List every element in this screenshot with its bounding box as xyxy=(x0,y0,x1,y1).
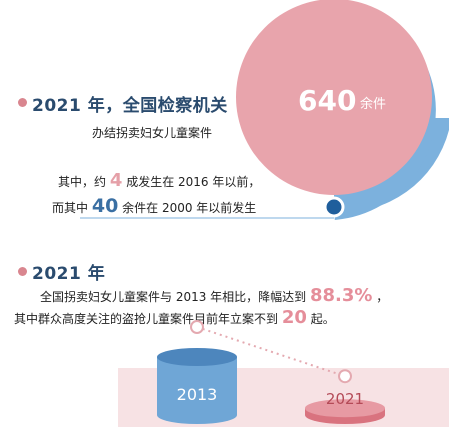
section1-line2: 而其中 40 余件在 2000 年以前发生 xyxy=(52,195,256,217)
cylinder-top-2013 xyxy=(157,348,237,366)
section2-line2-text: 其中群众高度关注的盗抢儿童案件目前年立案不到 xyxy=(14,312,279,326)
section1-line1-suffix: 成发生在 2016 年以前， xyxy=(126,175,261,189)
section1-bullet xyxy=(18,98,27,107)
pie-value-label: 640 xyxy=(298,84,356,117)
pie-unit-label: 余件 xyxy=(360,96,386,112)
section1-line1-prefix: 其中，约 xyxy=(58,175,107,189)
trend-marker-2021 xyxy=(338,369,352,384)
pie-slice-total xyxy=(236,0,432,195)
trend-marker-2013 xyxy=(190,320,204,334)
section1-title: 2021 年，全国检察机关 xyxy=(32,96,228,116)
section1-line2-num: 40 xyxy=(91,195,119,217)
cylinder-top-2021 xyxy=(305,399,385,418)
section2-line1: 全国拐卖妇女儿童案件与 2013 年相比，降幅达到 88.3% ， xyxy=(40,285,388,306)
cylinder-label-2013: 2013 xyxy=(177,385,218,404)
section2-line1-end: ， xyxy=(376,290,389,304)
section2-line1-text: 全国拐卖妇女儿童案件与 2013 年相比，降幅达到 xyxy=(40,290,307,304)
section2-line2-num: 20 xyxy=(281,307,307,328)
section1-subtitle: 办结拐卖妇女儿童案件 xyxy=(92,126,213,140)
section2-line2: 其中群众高度关注的盗抢儿童案件目前年立案不到 20 起。 xyxy=(14,307,335,328)
section1-line1: 其中，约 4 成发生在 2016 年以前， xyxy=(58,170,260,191)
cases-pie-chart: 640 余件 xyxy=(80,0,449,220)
section1-line2-suffix: 余件在 2000 年以前发生 xyxy=(122,201,257,215)
section2-line2-end: 起。 xyxy=(310,312,335,326)
section2-title: 2021 年 xyxy=(32,264,106,284)
pie-connector-dot xyxy=(323,196,345,218)
section1-line1-num: 4 xyxy=(109,170,123,191)
section1-line2-prefix: 而其中 xyxy=(52,201,89,215)
trend-connector-line xyxy=(196,326,346,378)
cylinder-label-2021: 2021 xyxy=(326,390,364,408)
section2-line1-num: 88.3% xyxy=(310,285,373,306)
comparison-chart: 2013 2021 xyxy=(118,320,449,427)
section2-bullet xyxy=(18,267,27,276)
cylinder-body-2013 xyxy=(157,357,237,424)
